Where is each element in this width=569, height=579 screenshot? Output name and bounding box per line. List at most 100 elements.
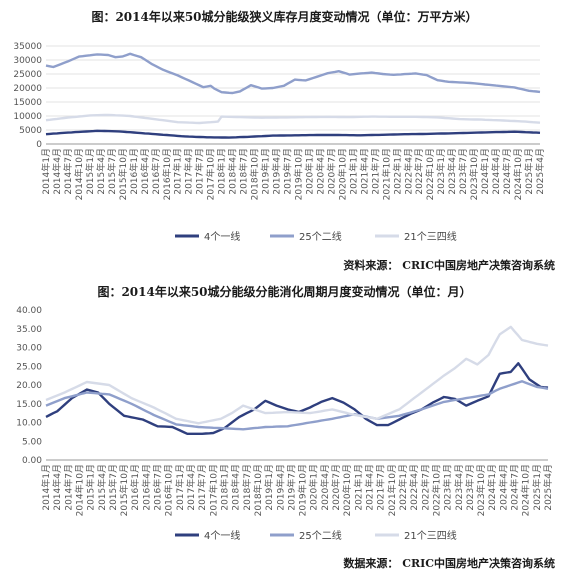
x-tick-label: 2017年10月 (207, 464, 219, 516)
x-tick-label: 2023年1月 (435, 148, 447, 195)
x-tick-label: 2018年10月 (252, 464, 264, 516)
x-tick-label: 2022年10月 (430, 464, 442, 516)
legend-label: 4个一线 (204, 529, 240, 542)
x-tick-label: 2017年7月 (196, 464, 208, 511)
y-tick-label: 30.00 (16, 344, 42, 354)
legend-label: 21个三四线 (404, 230, 457, 243)
x-tick-label: 2022年1月 (391, 148, 403, 195)
x-tick-label: 2022年7月 (419, 464, 431, 511)
series-line-0 (45, 129, 541, 139)
legend-label: 25个二线 (299, 529, 342, 542)
x-tick-label: 2025年4月 (534, 148, 546, 195)
x-tick-label: 2021年10月 (386, 464, 398, 516)
x-tick-label: 2021年1月 (352, 464, 364, 511)
x-tick-label: 2015年4月 (95, 148, 107, 195)
x-tick-label: 2016年7月 (152, 464, 164, 511)
x-tick-label: 2016年1月 (129, 464, 141, 511)
x-tick-label: 2019年4月 (271, 148, 283, 195)
y-tick-label: 0 (36, 140, 42, 150)
y-tick-label: 5000 (19, 126, 42, 136)
x-tick-label: 2024年4月 (490, 148, 502, 195)
x-tick-label: 2014年1月 (40, 148, 52, 195)
x-tick-label: 2020年4月 (314, 148, 326, 195)
y-tick-label: 15000 (13, 98, 42, 108)
legend-label: 25个二线 (299, 230, 342, 243)
x-tick-label: 2019年10月 (297, 464, 309, 516)
x-tick-label: 2014年7月 (62, 148, 74, 195)
x-tick-label: 2018年1月 (216, 148, 228, 195)
x-tick-label: 2017年4月 (185, 464, 197, 511)
x-tick-label: 2024年7月 (509, 464, 521, 511)
x-tick-label: 2025年1月 (531, 464, 543, 511)
x-tick-label: 2023年7月 (457, 148, 469, 195)
series-line-1 (45, 380, 549, 431)
x-tick-label: 2023年4月 (446, 148, 458, 195)
x-tick-label: 2016年7月 (150, 148, 162, 195)
x-tick-label: 2016年4月 (140, 464, 152, 511)
x-tick-label: 2024年4月 (497, 464, 509, 511)
x-tick-label: 2017年7月 (194, 148, 206, 195)
inventory-chart: 0 5000 10000 15000 20000 25000 30000 35000 2014年… (13, 42, 546, 243)
x-tick-label: 2020年4月 (319, 464, 331, 511)
y-tick-label: 0.00 (22, 456, 42, 466)
x-tick-label: 2023年1月 (442, 464, 454, 511)
source-note-inventory: 资料来源： CRIC中国房地产决策咨询系统 (343, 259, 555, 272)
x-tick-label: 2022年4月 (402, 148, 414, 195)
x-tick-label: 2024年7月 (501, 148, 513, 195)
x-tick-label: 2016年1月 (128, 148, 140, 195)
y-tick-label: 20.00 (16, 381, 42, 391)
x-tick-label: 2014年1月 (40, 464, 52, 511)
x-tick-label: 2015年7月 (106, 148, 118, 195)
x-tick-label: 2023年7月 (464, 464, 476, 511)
y-tick-label: 5.00 (22, 437, 42, 447)
x-tick-label: 2017年1月 (172, 148, 184, 195)
x-tick-label: 2024年1月 (486, 464, 498, 511)
y-tick-label: 10.00 (16, 419, 42, 429)
y-tick-label: 15.00 (16, 400, 42, 410)
x-tick-label: 2019年4月 (274, 464, 286, 511)
x-tick-label: 2018年4月 (230, 464, 242, 511)
x-tick-label: 2019年10月 (292, 148, 304, 200)
x-tick-label: 2019年1月 (260, 148, 272, 195)
x-tick-label: 2021年1月 (347, 148, 359, 195)
y-tick-label: 40.00 (16, 306, 42, 316)
x-tick-label: 2015年10月 (117, 148, 129, 200)
y-tick-label: 20000 (13, 84, 42, 94)
x-tick-label: 2014年10月 (73, 148, 85, 200)
legend-label: 4个一线 (204, 230, 240, 243)
x-tick-label: 2020年10月 (341, 464, 353, 516)
source-note-absorption: 数据来源： CRIC中国房地产决策咨询系统 (343, 557, 555, 570)
x-tick-label: 2020年10月 (336, 148, 348, 200)
series-line-2 (45, 113, 541, 125)
y-tick-label: 30000 (13, 56, 42, 66)
chart-title-absorption: 图：2014年以来50城分能级分能消化周期月度变动情况（单位：月） (97, 285, 472, 299)
x-tick-label: 2014年7月 (62, 464, 74, 511)
x-tick-label: 2025年4月 (542, 464, 554, 511)
x-tick-label: 2022年10月 (424, 148, 436, 200)
x-tick-label: 2014年4月 (51, 464, 63, 511)
x-tick-label: 2019年7月 (285, 464, 297, 511)
series-line-1 (45, 52, 541, 95)
chart-title-inventory: 图：2014年以来50城分能级狭义库存月度变动情况（单位：万平方米） (91, 10, 478, 24)
x-tick-label: 2021年7月 (375, 464, 387, 511)
x-tick-label: 2015年1月 (84, 148, 96, 195)
x-tick-label: 2020年1月 (303, 148, 315, 195)
x-tick-label: 2014年10月 (73, 464, 85, 516)
x-tick-label: 2022年4月 (408, 464, 420, 511)
x-tick-label: 2015年4月 (96, 464, 108, 511)
x-tick-label: 2018年4月 (227, 148, 239, 195)
x-tick-label: 2021年4月 (358, 148, 370, 195)
x-tick-label: 2020年7月 (325, 148, 337, 195)
x-tick-label: 2018年1月 (218, 464, 230, 511)
y-tick-label: 35.00 (16, 325, 42, 335)
x-tick-label: 2017年10月 (205, 148, 217, 200)
x-tick-label: 2024年10月 (520, 464, 532, 516)
series-line-2 (45, 325, 549, 425)
x-tick-label: 2021年10月 (380, 148, 392, 200)
x-tick-label: 2018年7月 (241, 464, 253, 511)
x-tick-label: 2016年10月 (163, 464, 175, 516)
x-tick-label: 2015年10月 (118, 464, 130, 516)
x-tick-label: 2023年10月 (468, 148, 480, 200)
x-tick-label: 2021年4月 (364, 464, 376, 511)
x-tick-label: 2015年1月 (85, 464, 97, 511)
